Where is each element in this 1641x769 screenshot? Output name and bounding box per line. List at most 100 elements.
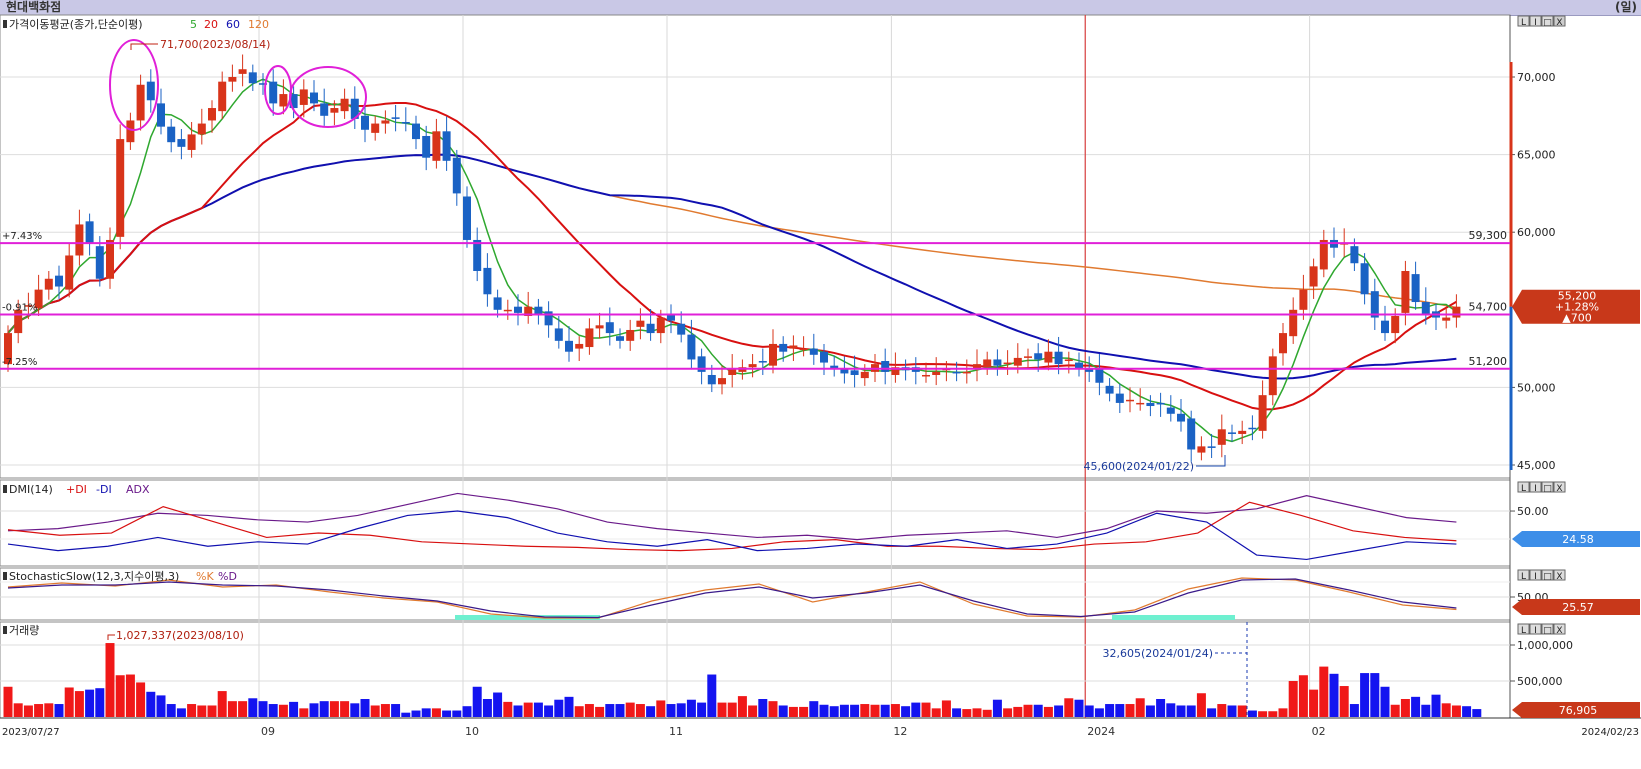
volume-bar[interactable] <box>829 706 839 717</box>
volume-bar[interactable] <box>1094 708 1104 717</box>
volume-bar[interactable] <box>380 704 390 717</box>
candle[interactable] <box>1452 294 1461 328</box>
volume-bar[interactable] <box>880 704 890 717</box>
candle[interactable] <box>452 149 461 206</box>
volume-bar[interactable] <box>1288 681 1298 717</box>
volume-bar[interactable] <box>268 704 278 717</box>
candle[interactable] <box>1319 229 1328 278</box>
candle[interactable] <box>422 125 431 171</box>
candle[interactable] <box>1268 348 1277 406</box>
candle[interactable] <box>1034 343 1043 372</box>
candle[interactable] <box>187 122 196 158</box>
candle[interactable] <box>922 362 930 383</box>
volume-bar[interactable] <box>1023 704 1033 717</box>
volume-bar[interactable] <box>136 682 146 717</box>
candle[interactable] <box>371 115 380 141</box>
candle[interactable] <box>514 294 522 326</box>
candle[interactable] <box>55 265 63 299</box>
volume-bar[interactable] <box>656 700 666 717</box>
volume-bar[interactable] <box>1176 705 1186 717</box>
candle[interactable] <box>503 299 512 320</box>
volume-bar[interactable] <box>697 702 707 717</box>
candle[interactable] <box>330 100 339 126</box>
candle[interactable] <box>65 243 74 298</box>
candle[interactable] <box>1044 339 1053 371</box>
volume-bar[interactable] <box>686 699 696 717</box>
candle[interactable] <box>1136 388 1145 411</box>
candle[interactable] <box>432 118 441 169</box>
volume-bar[interactable] <box>1370 673 1380 717</box>
candle[interactable] <box>1421 287 1430 325</box>
volume-bar[interactable] <box>115 675 125 717</box>
volume-bar[interactable] <box>248 698 258 717</box>
volume-bar[interactable] <box>166 704 176 717</box>
volume-bar[interactable] <box>1227 705 1237 717</box>
candle[interactable] <box>1217 414 1226 458</box>
volume-bar[interactable] <box>95 688 105 717</box>
candle[interactable] <box>442 116 451 171</box>
volume-bar[interactable] <box>370 705 380 717</box>
candle[interactable] <box>1360 253 1369 305</box>
pane-button-indicator[interactable]: I <box>1529 569 1542 582</box>
candle[interactable] <box>850 355 859 388</box>
candle[interactable] <box>789 335 798 362</box>
candle[interactable] <box>228 64 237 92</box>
volume-bar[interactable] <box>187 704 197 717</box>
volume-bar[interactable] <box>1411 696 1421 717</box>
volume-bar[interactable] <box>1166 703 1176 717</box>
candle[interactable] <box>1228 424 1236 442</box>
volume-bar[interactable] <box>574 706 584 717</box>
candle[interactable] <box>1126 387 1134 413</box>
volume-bar[interactable] <box>992 699 1002 717</box>
volume-bar[interactable] <box>258 701 268 717</box>
candle[interactable] <box>1289 297 1298 344</box>
pane-button-line[interactable]: L <box>1517 481 1530 494</box>
volume-bar[interactable] <box>125 674 135 717</box>
candle[interactable] <box>677 311 686 343</box>
candle[interactable] <box>779 336 788 362</box>
volume-bar[interactable] <box>1462 706 1472 717</box>
candle[interactable] <box>1207 433 1216 459</box>
volume-bar[interactable] <box>1441 703 1451 717</box>
volume-bar[interactable] <box>860 704 870 717</box>
volume-bar[interactable] <box>595 706 605 717</box>
volume-bar[interactable] <box>1380 686 1390 717</box>
volume-bar[interactable] <box>819 704 829 717</box>
volume-bar[interactable] <box>360 699 370 717</box>
volume-bar[interactable] <box>523 702 533 717</box>
candle[interactable] <box>126 112 135 150</box>
candle[interactable] <box>1095 354 1104 396</box>
candle[interactable] <box>136 74 145 131</box>
candle[interactable] <box>218 71 227 119</box>
candle[interactable] <box>1064 351 1073 374</box>
candle[interactable] <box>401 107 410 132</box>
candle[interactable] <box>95 236 104 287</box>
volume-bar[interactable] <box>1298 675 1308 717</box>
volume-bar[interactable] <box>615 704 625 717</box>
candle[interactable] <box>1442 307 1451 329</box>
volume-bar[interactable] <box>778 705 788 717</box>
candle[interactable] <box>1411 261 1420 310</box>
volume-bar[interactable] <box>1105 704 1115 717</box>
candle[interactable] <box>840 356 849 384</box>
volume-bar[interactable] <box>309 703 319 717</box>
volume-bar[interactable] <box>197 705 207 717</box>
candle[interactable] <box>116 124 125 250</box>
volume-bar[interactable] <box>1186 705 1196 717</box>
pane-button-line[interactable]: L <box>1517 569 1530 582</box>
volume-bar[interactable] <box>1064 698 1074 717</box>
candle[interactable] <box>891 352 900 383</box>
volume-bar[interactable] <box>962 709 972 717</box>
pane-button-indicator[interactable]: I <box>1529 623 1542 636</box>
volume-bar[interactable] <box>44 703 54 717</box>
volume-bar[interactable] <box>54 704 64 717</box>
pane-button-line[interactable]: L <box>1517 623 1530 636</box>
volume-bar[interactable] <box>64 687 74 717</box>
candle[interactable] <box>636 308 645 340</box>
candle[interactable] <box>248 64 257 91</box>
volume-bar[interactable] <box>411 710 421 717</box>
candle[interactable] <box>758 348 767 375</box>
candle[interactable] <box>1248 415 1257 441</box>
volume-bar[interactable] <box>227 701 237 717</box>
volume-bar[interactable] <box>1013 706 1023 717</box>
